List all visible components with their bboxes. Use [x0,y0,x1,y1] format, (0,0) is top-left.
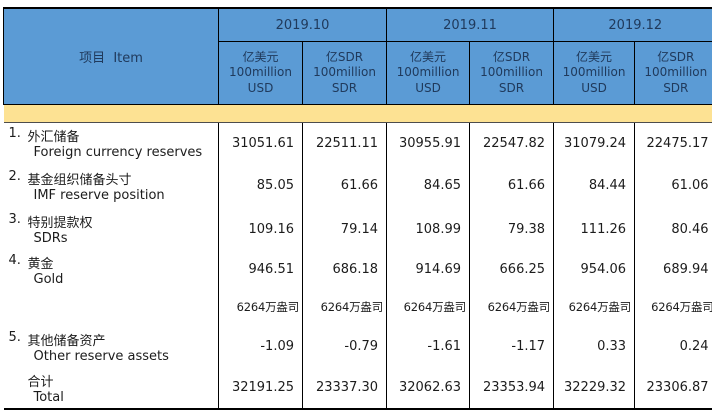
row-label: 3. 特别提款权 SDRs [8,212,93,246]
value-cell: 108.99 [386,207,470,251]
unit-header-sdr-dec: 亿SDR 100million SDR [634,41,712,105]
year-header-row: 项目 Item 2019.10 2019.11 2019.12 [3,8,712,105]
value-cell: 31051.61 [218,122,303,164]
value-cell: 61.66 [469,163,554,208]
row-label: 1. 外汇储备 Foreign currency reserves [8,126,203,161]
value-cell: 84.65 [386,163,470,208]
year-header-2019-12: 2019.12 [553,8,712,42]
year-header-2019-10: 2019.10 [217,8,387,42]
unit-header-usd-nov: 亿美元 100million USD [386,41,470,105]
value-cell: -1.09 [218,325,303,368]
value-cell: 6264万盎司 [469,288,554,326]
row-imf-reserve-position: 2. 基金组织储备头寸 IMF reserve position 85.05 61… [4,163,712,208]
value-cell: 666.25 [469,250,554,289]
value-cell: 0.33 [553,325,635,368]
row-label: 合计 Total [27,374,64,405]
value-cell: 954.06 [553,250,635,289]
value-cell: 32229.32 [553,367,635,409]
year-header-2019-11: 2019.11 [386,8,554,42]
value-cell: -0.79 [301,325,387,368]
value-cell: -1.61 [386,325,470,368]
value-cell: 6264万盎司 [553,288,635,326]
value-cell: 30955.91 [386,122,470,164]
value-cell: 686.18 [301,250,387,289]
value-cell: 0.24 [634,325,712,368]
value-cell: 80.46 [634,207,712,251]
value-cell: 23353.94 [469,367,554,409]
value-cell: 22511.11 [301,122,387,164]
value-cell: 85.05 [218,163,303,208]
value-cell: 22475.17 [634,122,712,164]
value-cell: 6264万盎司 [634,288,712,326]
value-cell: 79.38 [469,207,554,251]
value-cell: 23337.30 [301,367,387,409]
yellow-separator-band [3,104,712,123]
value-cell: 79.14 [301,207,387,251]
unit-header-row: 亿美元 100million USD 亿SDR 100million SDR 亿… [4,41,712,105]
row-label: 4. 黄金 Gold [8,252,64,287]
value-cell: 22547.82 [469,122,554,164]
row-foreign-currency-reserves: 1. 外汇储备 Foreign currency reserves 31051.6… [4,122,712,164]
value-cell: 111.26 [553,207,635,251]
value-cell: 6264万盎司 [301,288,387,326]
row-total: 合计 Total 32191.25 23337.30 32062.63 2335… [4,367,712,409]
unit-header-sdr-oct: 亿SDR 100million SDR [301,41,387,105]
unit-header-usd-oct: 亿美元 100million USD [218,41,303,105]
value-cell: 32191.25 [218,367,303,409]
unit-header-usd-dec: 亿美元 100million USD [553,41,635,105]
value-cell: 946.51 [218,250,303,289]
value-cell: 31079.24 [553,122,635,164]
value-cell: 914.69 [386,250,470,289]
row-label: 5. 其他储备资产 Other reserve assets [8,329,169,364]
item-column-header: 项目 Item [3,8,219,105]
value-cell: 23306.87 [634,367,712,409]
value-cell: 61.06 [634,163,712,208]
value-cell: 6264万盎司 [218,288,303,326]
value-cell: -1.17 [469,325,554,368]
value-cell: 84.44 [553,163,635,208]
row-sdrs: 3. 特别提款权 SDRs 109.16 79.14 108.99 79.38 1… [4,207,712,251]
row-label [4,289,219,326]
value-cell: 61.66 [301,163,387,208]
row-label: 2. 基金组织储备头寸 IMF reserve position [8,168,165,203]
reserve-assets-table: 项目 Item 2019.10 2019.11 2019.12 亿美元 100m… [3,7,712,410]
value-cell: 109.16 [218,207,303,251]
value-cell: 32062.63 [386,367,470,409]
unit-header-sdr-nov: 亿SDR 100million SDR [469,41,554,105]
row-other-reserve-assets: 5. 其他储备资产 Other reserve assets -1.09 -0.7… [4,325,712,368]
value-cell: 6264万盎司 [386,288,470,326]
row-gold-ounces: 6264万盎司 6264万盎司 6264万盎司 6264万盎司 6264万盎司 … [4,288,712,326]
row-gold: 4. 黄金 Gold 946.51 686.18 914.69 666.25 95… [4,250,712,289]
value-cell: 689.94 [634,250,712,289]
